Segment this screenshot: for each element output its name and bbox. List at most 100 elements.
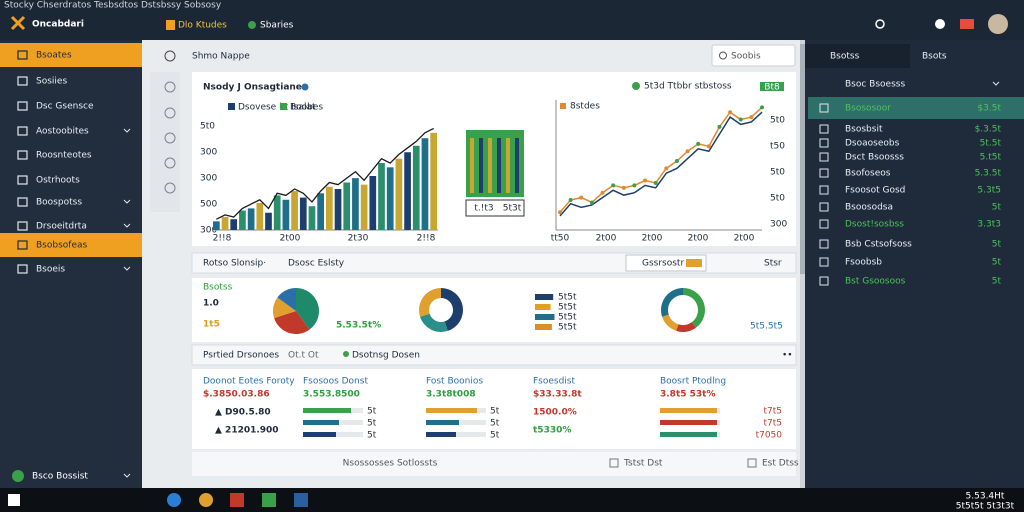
legend-swatch xyxy=(560,103,566,109)
section-link[interactable]: Stsr xyxy=(764,259,782,269)
menu-item[interactable]: Bsoates xyxy=(36,51,72,61)
dropdown-label[interactable]: Gssrsostr xyxy=(642,259,684,269)
top-tab[interactable]: Sbaries xyxy=(260,21,294,31)
notification-button[interactable] xyxy=(960,19,974,29)
search-button[interactable] xyxy=(875,19,885,29)
progress-label: 5t xyxy=(367,431,377,441)
row-icon xyxy=(819,103,829,113)
nav-icon[interactable] xyxy=(164,182,176,194)
column-header: Fsosoos Donst xyxy=(303,377,368,387)
menu-item[interactable]: Aostoobites xyxy=(36,127,89,137)
mini-bar-label: 5t5t xyxy=(558,313,577,323)
app-name: Oncabdari xyxy=(32,20,84,30)
y-tick-label: 300 xyxy=(200,174,217,184)
row-label[interactable]: Bsososoor xyxy=(845,104,891,114)
menu-icon xyxy=(17,175,28,185)
menu-item[interactable]: Roosnteotes xyxy=(36,151,92,161)
start-button[interactable] xyxy=(8,494,20,506)
sidebar-footer[interactable]: Bsco Bossist xyxy=(32,472,88,482)
trend-line xyxy=(216,127,434,220)
chevron xyxy=(123,128,131,133)
app-icon[interactable] xyxy=(294,493,308,507)
y-tick-label: 5t0 xyxy=(770,116,785,126)
line-marker xyxy=(728,110,733,115)
row-value: 5t xyxy=(992,258,1002,268)
row-label[interactable]: Dsost!sosbss xyxy=(845,220,904,230)
tab-icon xyxy=(248,21,256,29)
column-value: ▲ 21201.900 xyxy=(215,426,279,436)
bar xyxy=(334,188,342,230)
panel-tab[interactable]: Bsots xyxy=(922,52,947,62)
menu-icon xyxy=(17,264,28,274)
app-icon[interactable] xyxy=(199,493,213,507)
nav-icon[interactable] xyxy=(164,157,176,169)
menu-item[interactable]: Bsobsofeas xyxy=(36,241,87,251)
row-label[interactable]: Bsosbsit xyxy=(845,125,883,135)
footer-action[interactable]: Est Dtss xyxy=(762,459,799,469)
row-label[interactable]: Fsoobsb xyxy=(845,258,882,268)
box-stripe xyxy=(515,138,519,193)
active-tab[interactable] xyxy=(805,44,910,68)
nav-icon[interactable] xyxy=(164,132,176,144)
nav-icon[interactable] xyxy=(164,50,176,62)
menu-item[interactable]: Bsoeis xyxy=(36,265,65,275)
column-value: 3.8t5 53t% xyxy=(660,390,716,400)
settings-button[interactable] xyxy=(935,19,945,29)
app-icon[interactable] xyxy=(262,493,276,507)
top-tab[interactable]: Dlo Ktudes xyxy=(178,21,227,31)
row-label[interactable]: Dsct Bsoosss xyxy=(845,153,904,163)
footer-text: Nsossosses Sotlossts xyxy=(343,459,438,469)
search-box[interactable] xyxy=(711,44,796,67)
row-label[interactable]: Bsofoseos xyxy=(845,169,891,179)
bar xyxy=(352,178,359,230)
bar xyxy=(247,208,255,230)
row-label[interactable]: Bsb Cstsofsoss xyxy=(845,240,912,250)
box-stripe xyxy=(506,138,510,193)
status-dot xyxy=(12,470,24,482)
row-label[interactable]: Dsoaoseobs xyxy=(845,139,900,149)
row-label[interactable]: Bst Gsoosoos xyxy=(845,277,906,287)
row-label[interactable]: Bsoosodsa xyxy=(845,203,893,213)
scroll-thumb[interactable] xyxy=(800,44,805,274)
nav-icon[interactable] xyxy=(164,107,176,119)
window-caption: Stocky Chserdratos Tesbsdtos Dstsbssy So… xyxy=(4,1,222,11)
more-button[interactable]: •• xyxy=(782,351,793,361)
line-marker xyxy=(600,190,605,195)
bar xyxy=(265,212,272,230)
app-icon[interactable] xyxy=(230,493,244,507)
menu-item[interactable]: Drsoeitdrta xyxy=(36,222,87,232)
line-marker xyxy=(611,183,616,188)
search-text: Soobis xyxy=(731,52,761,62)
row-icon xyxy=(819,257,829,267)
icon-strip xyxy=(150,72,180,212)
menu-item[interactable]: Ostrhoots xyxy=(36,176,80,186)
menu-item[interactable]: Dsc Gsensce xyxy=(36,102,94,112)
row-highlight[interactable] xyxy=(808,97,1024,119)
avatar[interactable] xyxy=(988,14,1008,34)
y-tick-label: t50 xyxy=(770,142,785,152)
progress-bar xyxy=(303,432,336,437)
menu-active[interactable] xyxy=(0,233,142,257)
menu-item[interactable]: Sosiies xyxy=(36,77,67,87)
highlight-box xyxy=(466,130,524,197)
panel-tab[interactable]: Bsotss xyxy=(830,52,860,62)
box-stripe xyxy=(470,138,474,193)
pie-caption: 5.53.5t% xyxy=(336,321,381,331)
row-value: 5t xyxy=(992,203,1002,213)
app-icon[interactable] xyxy=(167,493,181,507)
bar xyxy=(378,163,385,230)
progress-label: 5t xyxy=(367,407,377,417)
bar xyxy=(239,210,246,230)
row-label[interactable]: Fsoosot Gosd xyxy=(845,186,905,196)
progress-bar xyxy=(303,408,351,413)
row-icon xyxy=(819,168,829,178)
bar xyxy=(299,197,307,230)
x-tick-label: 2t00 xyxy=(688,234,709,244)
nav-icon[interactable] xyxy=(164,81,176,93)
menu-item[interactable]: Boospotss xyxy=(36,198,82,208)
mini-bar-label: 5t5t xyxy=(558,303,577,313)
progress-bar xyxy=(660,432,717,437)
box-stripe xyxy=(479,138,483,193)
menu-active[interactable] xyxy=(0,43,142,67)
footer-action[interactable]: Tstst Dst xyxy=(623,459,663,469)
